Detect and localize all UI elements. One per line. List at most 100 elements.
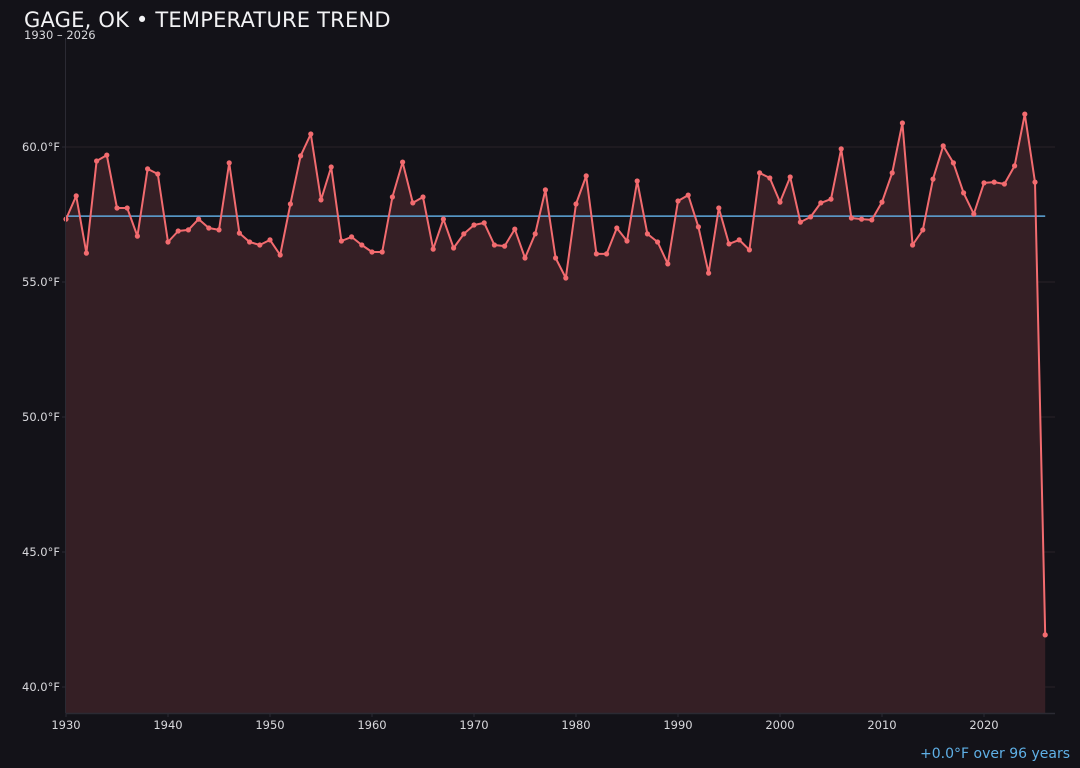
y-tick-label: 55.0°F — [22, 275, 60, 289]
data-point — [542, 187, 549, 193]
data-point — [777, 199, 783, 205]
data-point — [318, 197, 324, 203]
data-point — [73, 193, 79, 199]
data-point — [430, 246, 436, 252]
data-point — [573, 201, 579, 207]
chart-subtitle: 1930 – 2026 — [24, 28, 96, 42]
data-point — [532, 231, 538, 237]
data-point — [512, 226, 518, 232]
data-point — [685, 192, 691, 198]
data-point — [583, 173, 589, 179]
data-point — [920, 227, 926, 233]
data-point — [247, 239, 253, 245]
x-tick-label: 1950 — [255, 718, 284, 732]
data-point — [889, 170, 895, 176]
data-point — [624, 238, 630, 244]
data-point — [726, 241, 732, 247]
data-point — [461, 231, 467, 237]
data-point — [389, 194, 395, 200]
data-point — [1001, 181, 1008, 187]
data-point — [267, 237, 273, 243]
data-point — [971, 211, 977, 217]
data-point — [797, 219, 804, 225]
data-point — [604, 251, 610, 257]
data-point — [124, 205, 130, 211]
data-point — [695, 224, 702, 230]
area-fill — [66, 114, 1046, 714]
x-tick-label: 1930 — [51, 718, 80, 732]
data-point — [675, 198, 681, 204]
x-tick-label: 2010 — [867, 718, 896, 732]
data-point — [838, 146, 844, 152]
data-point — [563, 275, 569, 281]
data-point — [553, 255, 559, 261]
data-point — [145, 166, 151, 172]
data-point — [1042, 632, 1048, 638]
data-point — [910, 242, 916, 248]
data-point — [451, 245, 457, 251]
data-point — [736, 237, 742, 243]
data-point — [206, 225, 212, 231]
data-point — [859, 216, 865, 222]
data-point — [930, 176, 936, 182]
data-point — [879, 199, 885, 205]
x-tick-label: 1980 — [561, 718, 590, 732]
data-point — [481, 220, 487, 226]
data-point — [277, 252, 283, 258]
data-point — [134, 233, 140, 239]
data-point — [644, 231, 651, 237]
chart-title: GAGE, OK • TEMPERATURE TREND — [24, 8, 391, 32]
data-point — [196, 216, 202, 222]
y-tick-label: 45.0°F — [22, 545, 60, 559]
data-point — [828, 196, 834, 202]
x-axis-ticks: 1930 1940 1950 1960 1970 1980 1990 2000 2010 2020 — [51, 713, 999, 732]
data-point — [83, 250, 89, 256]
data-point — [961, 190, 967, 196]
x-tick-label: 1960 — [357, 718, 386, 732]
data-point — [1012, 163, 1018, 169]
data-point — [502, 243, 508, 249]
data-point — [665, 261, 671, 267]
data-point — [440, 216, 446, 222]
data-point — [522, 255, 528, 261]
data-point — [349, 234, 355, 240]
data-point — [940, 143, 946, 149]
data-point — [981, 180, 987, 186]
data-point — [216, 227, 222, 233]
data-point — [991, 179, 997, 185]
data-point — [787, 174, 793, 180]
x-tick-label: 2000 — [765, 718, 794, 732]
data-point — [899, 120, 906, 126]
data-point — [848, 215, 855, 221]
data-point — [226, 160, 232, 166]
data-point — [869, 217, 875, 223]
data-point — [287, 201, 293, 207]
data-point — [400, 159, 406, 165]
x-tick-label: 2020 — [969, 718, 998, 732]
data-point — [950, 160, 957, 166]
data-point — [308, 131, 314, 137]
x-tick-label: 1940 — [153, 718, 182, 732]
data-point — [369, 249, 375, 255]
data-point — [298, 153, 304, 159]
data-point — [757, 170, 763, 176]
data-point — [104, 152, 110, 158]
y-tick-label: 50.0°F — [22, 410, 60, 424]
data-point — [410, 200, 416, 206]
data-point — [1022, 111, 1028, 117]
data-point — [593, 251, 600, 257]
data-point — [767, 175, 773, 181]
data-point — [1032, 179, 1038, 185]
x-tick-label: 1970 — [459, 718, 488, 732]
data-point — [706, 270, 712, 276]
data-point — [614, 225, 620, 231]
data-point — [634, 178, 640, 184]
data-point — [175, 228, 181, 234]
data-point — [491, 242, 497, 248]
data-point — [471, 222, 477, 228]
data-point — [155, 171, 161, 177]
data-point — [359, 242, 365, 248]
data-point — [328, 164, 334, 170]
data-point — [165, 239, 171, 245]
